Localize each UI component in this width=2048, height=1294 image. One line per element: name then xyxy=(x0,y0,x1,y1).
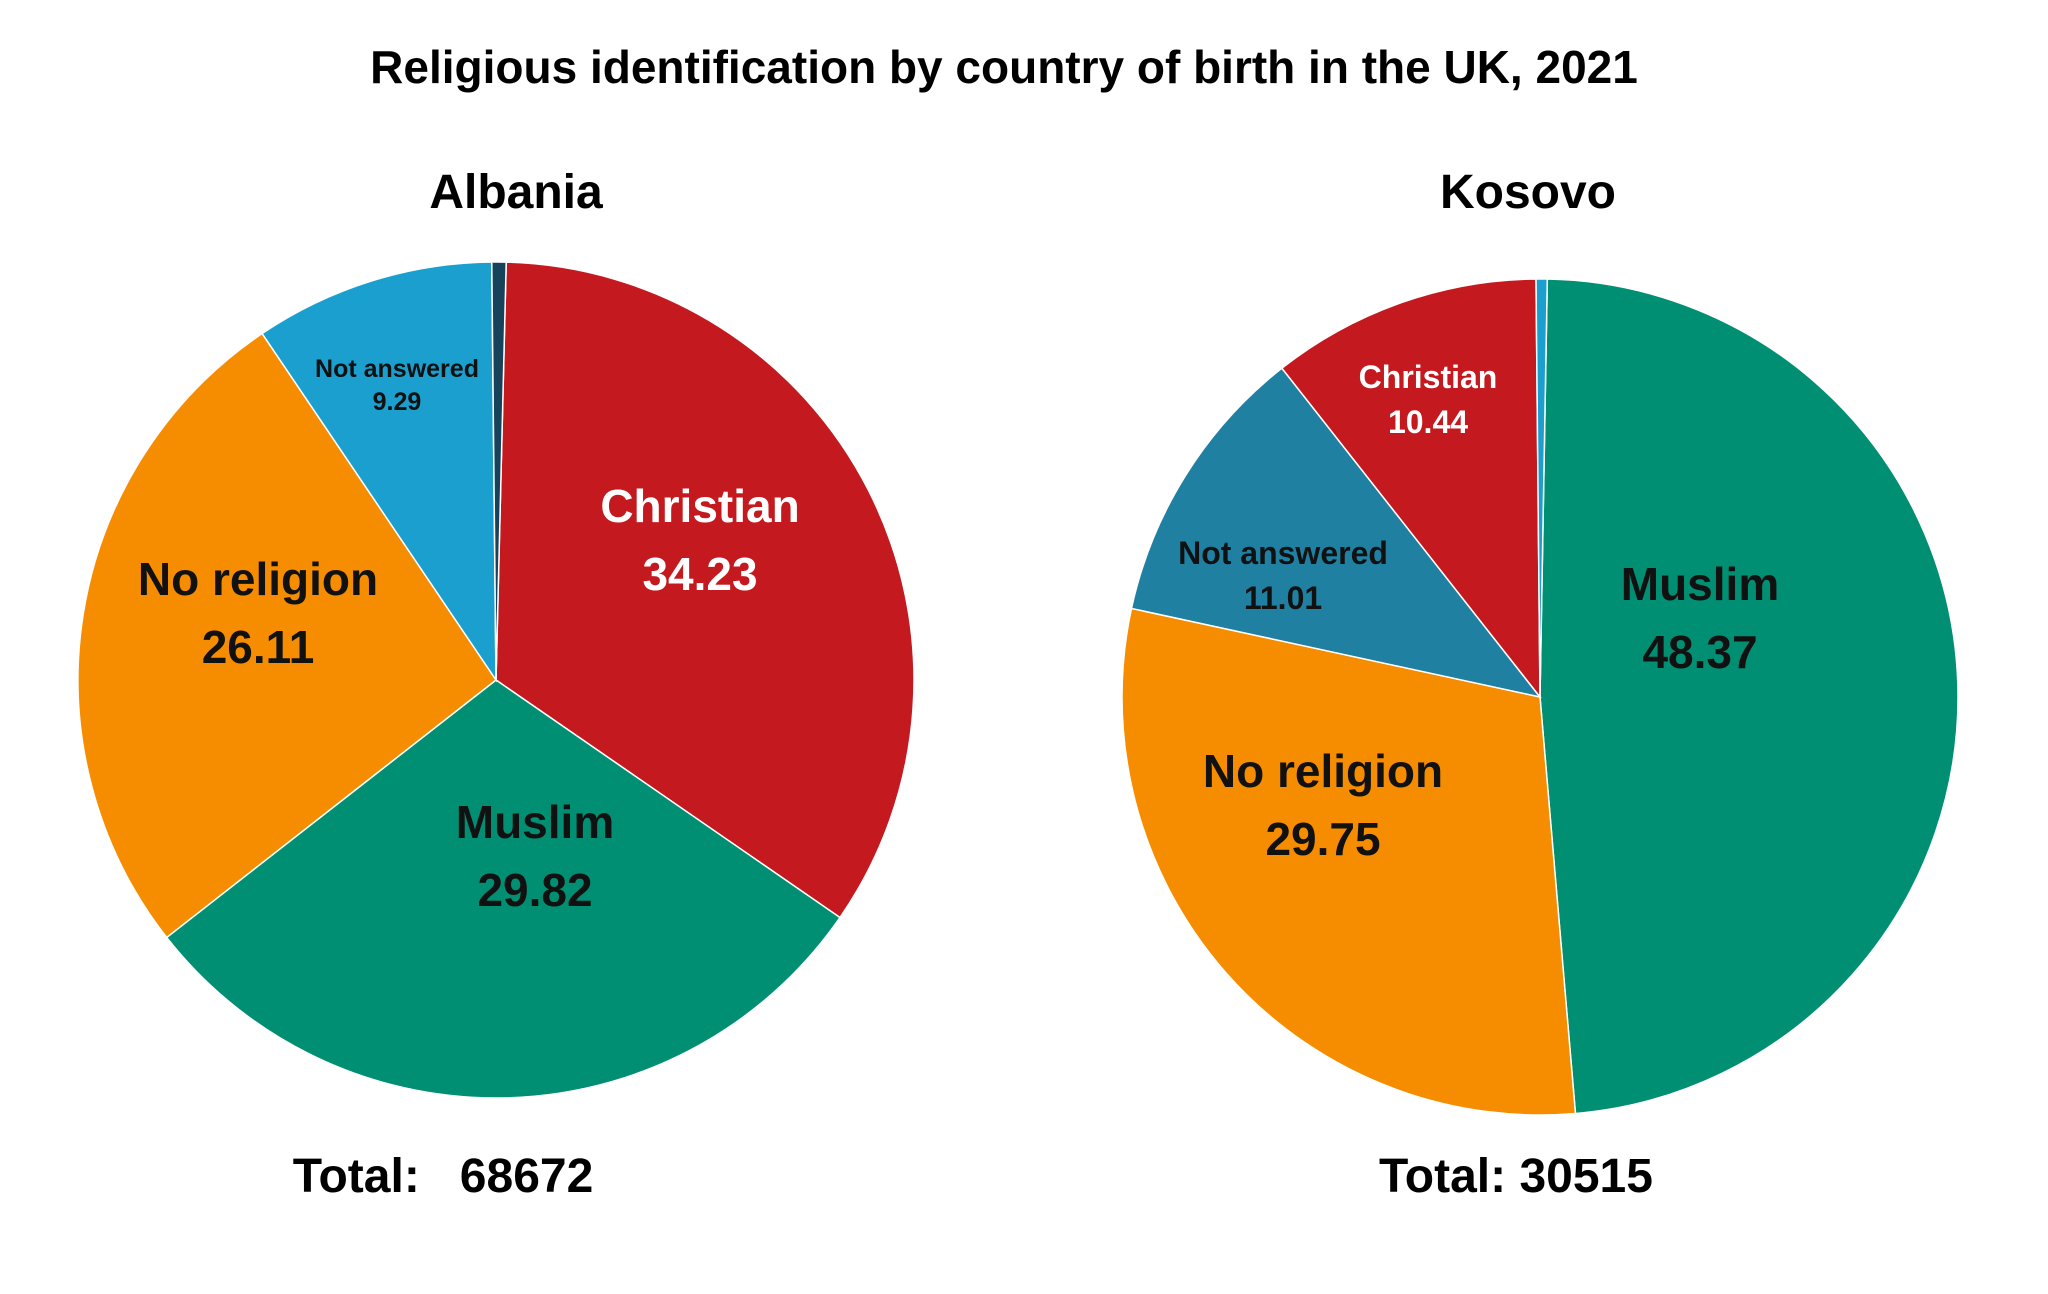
pie-slices-albania xyxy=(77,261,915,1099)
slice-label-value-albania-no-religion: 26.11 xyxy=(202,621,315,673)
pie-slices-kosovo xyxy=(1121,278,1959,1116)
pie-slice-kosovo-not-answered xyxy=(1130,367,1542,699)
pie-slice-albania-christian xyxy=(495,261,915,919)
slice-label-name-kosovo-not-answered: Not answered xyxy=(1178,535,1388,571)
slice-label-name-albania-christian: Christian xyxy=(600,480,799,532)
pie-chart-albania: Albania Christian 34.23 Muslim 29.82 No reli… xyxy=(77,166,915,1203)
slice-label-name-kosovo-muslim: Muslim xyxy=(1621,558,1779,610)
total-kosovo: Total: 30515 xyxy=(1379,1150,1653,1203)
slice-label-value-albania-muslim: 29.82 xyxy=(477,864,592,916)
pie-labels-kosovo: Muslim 48.37 No religion 29.75 Not answered 1… xyxy=(1178,359,1779,865)
total-albania: Total: 68672 xyxy=(293,1150,594,1203)
pie-slice-albania-muslim xyxy=(165,679,841,1099)
slice-label-value-albania-not-answered: 9.29 xyxy=(373,388,422,416)
slice-label-value-kosovo-no-religion: 29.75 xyxy=(1265,813,1380,865)
slice-label-value-kosovo-not-answered: 11.01 xyxy=(1244,580,1322,616)
pie-labels-albania: Christian 34.23 Muslim 29.82 No religion 26.1… xyxy=(138,355,800,916)
slice-label-name-kosovo-no-religion: No religion xyxy=(1203,745,1443,797)
slice-label-value-kosovo-christian: 10.44 xyxy=(1388,404,1468,440)
chart-title: Religious identification by country of b… xyxy=(370,41,1638,93)
slice-label-name-albania-muslim: Muslim xyxy=(456,796,614,848)
pie-slice-kosovo-other xyxy=(1535,278,1549,698)
pie-slice-albania-not-answered xyxy=(261,261,497,683)
pie-slice-kosovo-christian xyxy=(1280,278,1541,700)
pie-slice-kosovo-muslim xyxy=(1539,278,1959,1115)
slice-label-value-kosovo-muslim: 48.37 xyxy=(1642,626,1757,678)
pie-slice-albania-no-religion xyxy=(77,332,498,939)
slice-label-value-albania-christian: 34.23 xyxy=(642,548,757,600)
pie-title-kosovo: Kosovo xyxy=(1440,166,1616,219)
slice-label-name-albania-not-answered: Not answered xyxy=(315,355,479,383)
pie-slice-kosovo-no-religion xyxy=(1121,607,1577,1116)
slice-label-name-albania-no-religion: No religion xyxy=(138,553,378,605)
pie-slice-albania-other xyxy=(491,261,507,681)
slice-label-name-kosovo-christian: Christian xyxy=(1359,359,1498,395)
pie-chart-kosovo: Kosovo Muslim 48.37 No religion 29.75 Not an… xyxy=(1121,166,1959,1203)
pie-title-albania: Albania xyxy=(429,166,603,219)
